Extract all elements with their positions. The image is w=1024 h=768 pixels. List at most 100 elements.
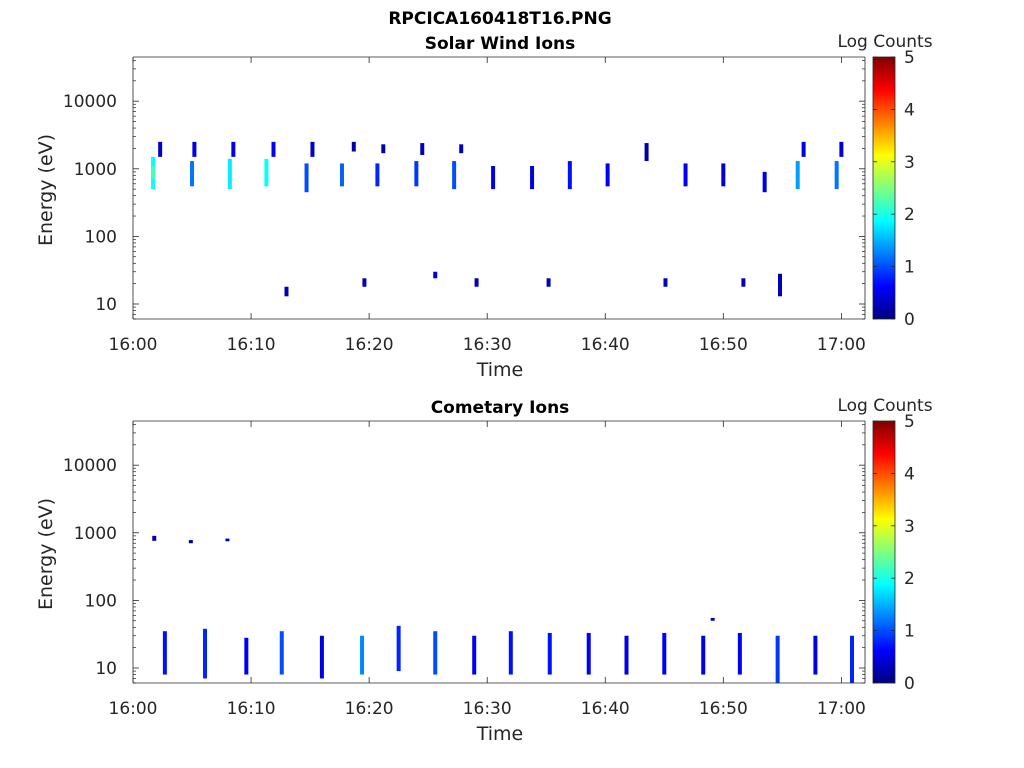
x-tick-label: 16:50 [699, 699, 748, 719]
y-tick-label: 10 [95, 295, 117, 315]
colorbar-label: Log Counts [837, 32, 932, 52]
x-axis-label: Time [476, 723, 524, 745]
x-axis-label: Time [476, 359, 524, 381]
heatmap-cell [351, 141, 356, 152]
heatmap-cell [567, 161, 572, 190]
heatmap-cell [737, 632, 742, 675]
heatmap-cell [152, 535, 157, 541]
heatmap-cell [710, 617, 715, 621]
colorbar-tick-label: 5 [904, 48, 915, 68]
heatmap-cell [472, 635, 477, 675]
colorbar-tick-label: 0 [904, 310, 915, 330]
colorbar-tick-label: 1 [904, 258, 915, 278]
heatmap-cell [624, 635, 629, 675]
heatmap-cell [701, 635, 706, 675]
x-tick-label: 16:40 [581, 335, 630, 355]
heatmap-cell [279, 631, 284, 675]
x-tick-label: 16:40 [581, 699, 630, 719]
colorbar-tick-label: 3 [904, 153, 915, 173]
chart-title: Cometary Ions [431, 398, 570, 418]
heatmap-cell [188, 540, 193, 544]
heatmap-cell [839, 141, 844, 157]
heatmap-cell [433, 631, 438, 675]
heatmap-cell [546, 278, 551, 287]
heatmap-cell [375, 163, 380, 187]
heatmap-cells [151, 141, 844, 297]
heatmap-cell [310, 141, 315, 157]
heatmap-cell [795, 161, 800, 190]
colorbar-tick-label: 0 [904, 674, 915, 694]
heatmap-cell [271, 141, 276, 157]
heatmap-cell [158, 141, 163, 157]
heatmap-cell [850, 635, 855, 683]
heatmap-cell [762, 171, 767, 193]
colorbar-tick-label: 2 [904, 569, 915, 589]
y-tick-label: 1000 [74, 524, 117, 544]
heatmap-cell [231, 141, 236, 157]
colorbar [872, 420, 896, 684]
heatmap-cell [264, 158, 269, 187]
heatmap-cell [530, 165, 535, 190]
heatmap-cell [662, 632, 667, 675]
heatmap-cell [474, 278, 479, 287]
heatmap-cell [801, 141, 806, 157]
heatmap-cell [508, 631, 513, 675]
chart-title: Solar Wind Ions [425, 34, 576, 54]
heatmap-cell [304, 163, 309, 193]
heatmap-cell [721, 163, 726, 187]
heatmap-cell [452, 161, 457, 190]
x-tick-label: 17:00 [817, 335, 866, 355]
heatmap-cell [203, 628, 208, 679]
colorbar-tick-label: 5 [904, 412, 915, 432]
x-tick-label: 16:10 [227, 699, 276, 719]
x-tick-label: 16:20 [345, 335, 394, 355]
heatmap-cell [381, 144, 386, 154]
heatmap-cell [834, 161, 839, 190]
heatmap-cell [362, 278, 367, 287]
y-tick-label: 10000 [63, 92, 117, 112]
heatmap-cell [192, 141, 197, 157]
colorbar-tick-label: 4 [904, 100, 915, 120]
heatmap-cell [360, 635, 365, 675]
heatmap-cell [775, 635, 780, 683]
heatmap-cell [151, 165, 156, 180]
heatmap-cell [433, 271, 438, 279]
heatmap-cells [152, 535, 855, 683]
heatmap-cell [605, 163, 610, 187]
heatmap-cell [491, 165, 496, 190]
heatmap-cell [396, 625, 401, 672]
x-tick-label: 16:30 [463, 699, 512, 719]
x-tick-label: 16:00 [109, 335, 158, 355]
figure-filename: RPCICA160418T16.PNG [388, 9, 611, 29]
x-tick-label: 16:20 [345, 699, 394, 719]
heatmap-cell [683, 163, 688, 187]
x-tick-label: 16:50 [699, 335, 748, 355]
heatmap-cell [225, 538, 230, 542]
heatmap-cell [190, 161, 195, 187]
heatmap-cell [162, 631, 167, 675]
colorbar-tick-label: 2 [904, 205, 915, 225]
y-axis-label: Energy (eV) [35, 498, 57, 610]
heatmap-cell [813, 635, 818, 675]
heatmap-cell [547, 632, 552, 675]
heatmap-cell [586, 632, 591, 675]
heatmap-cell [777, 273, 782, 297]
x-tick-label: 16:30 [463, 335, 512, 355]
x-tick-label: 16:00 [109, 699, 158, 719]
colorbar [872, 56, 896, 320]
heatmap-cell [284, 286, 289, 297]
x-tick-label: 16:10 [227, 335, 276, 355]
y-tick-label: 10000 [63, 456, 117, 476]
heatmap-cell [244, 637, 249, 675]
y-tick-label: 10 [95, 659, 117, 679]
heatmap-cell [319, 635, 324, 679]
colorbar-tick-label: 4 [904, 464, 915, 484]
x-tick-label: 17:00 [817, 699, 866, 719]
y-axis-label: Energy (eV) [35, 134, 57, 246]
heatmap-cell [227, 158, 232, 190]
heatmap-cell [420, 143, 425, 155]
y-tick-label: 1000 [74, 160, 117, 180]
